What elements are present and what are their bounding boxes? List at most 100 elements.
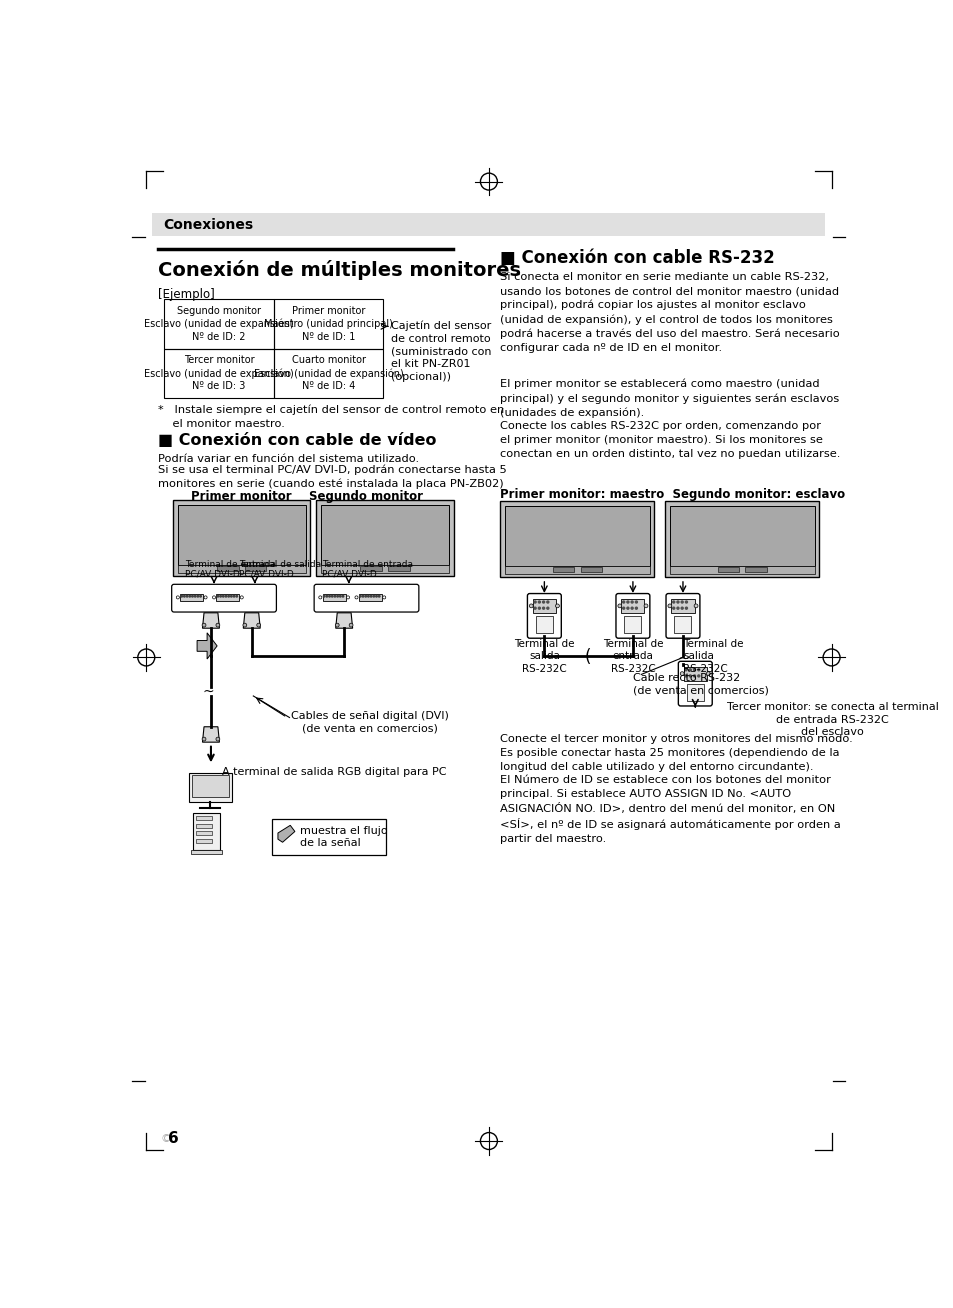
Circle shape — [679, 672, 683, 675]
Circle shape — [342, 595, 343, 596]
FancyBboxPatch shape — [314, 585, 418, 612]
Circle shape — [684, 668, 686, 671]
Circle shape — [534, 607, 536, 610]
Circle shape — [555, 604, 558, 608]
Circle shape — [689, 675, 691, 678]
Circle shape — [235, 595, 237, 596]
Text: Primer monitor: Primer monitor — [191, 489, 291, 502]
Circle shape — [186, 595, 188, 596]
Circle shape — [693, 675, 695, 678]
Bar — [717, 566, 739, 572]
Text: Conecte el tercer monitor y otros monitores del mismo modo.
Es posible conectar : Conecte el tercer monitor y otros monito… — [500, 735, 852, 844]
Circle shape — [362, 595, 363, 596]
Circle shape — [546, 607, 548, 610]
Text: Tercer monitor
Esclavo (unidad de expansión)
Nº de ID: 3: Tercer monitor Esclavo (unidad de expans… — [144, 356, 294, 391]
Polygon shape — [277, 825, 294, 842]
Bar — [274, 349, 383, 398]
Bar — [195, 816, 213, 820]
Polygon shape — [197, 633, 217, 659]
Bar — [624, 616, 640, 633]
Bar — [193, 814, 220, 850]
Bar — [620, 599, 644, 613]
Bar — [664, 501, 819, 577]
Bar — [195, 824, 213, 828]
Bar — [177, 505, 305, 565]
Text: [Ejemplo]: [Ejemplo] — [157, 288, 214, 301]
Bar — [536, 616, 552, 633]
Circle shape — [622, 607, 624, 610]
Circle shape — [672, 600, 674, 603]
Circle shape — [228, 595, 229, 596]
Bar — [217, 566, 238, 572]
Polygon shape — [335, 613, 353, 628]
Text: (: ( — [584, 649, 591, 667]
Bar — [152, 213, 824, 237]
Circle shape — [349, 623, 353, 627]
FancyBboxPatch shape — [527, 594, 560, 638]
Bar — [245, 566, 266, 572]
Text: muestra el flujo
de la señal: muestra el flujo de la señal — [299, 825, 387, 848]
Circle shape — [689, 668, 691, 671]
Circle shape — [323, 595, 325, 596]
Circle shape — [537, 600, 539, 603]
Circle shape — [542, 600, 544, 603]
Circle shape — [677, 600, 679, 603]
Circle shape — [635, 607, 637, 610]
Text: ~: ~ — [677, 651, 688, 666]
Circle shape — [626, 607, 628, 610]
Circle shape — [183, 595, 185, 596]
Circle shape — [231, 595, 232, 596]
Bar — [190, 773, 232, 802]
Text: El primer monitor se establecerá como maestro (unidad
principal) y el segundo mo: El primer monitor se establecerá como ma… — [500, 379, 840, 459]
Circle shape — [359, 595, 361, 596]
Text: A terminal de salida RGB digital para PC: A terminal de salida RGB digital para PC — [221, 766, 446, 777]
Text: ~: ~ — [202, 685, 213, 698]
Circle shape — [529, 604, 533, 608]
Circle shape — [635, 600, 637, 603]
Bar — [504, 566, 649, 573]
Bar — [316, 501, 453, 576]
Polygon shape — [202, 613, 219, 628]
Text: Terminal de salida
PC/AV DVI-D: Terminal de salida PC/AV DVI-D — [238, 560, 320, 579]
Bar — [322, 594, 345, 602]
Bar — [500, 501, 654, 577]
Bar — [173, 501, 310, 576]
Circle shape — [626, 600, 628, 603]
Circle shape — [622, 600, 624, 603]
Circle shape — [367, 595, 369, 596]
Circle shape — [382, 596, 385, 599]
Polygon shape — [202, 727, 219, 742]
Circle shape — [336, 595, 338, 596]
Bar — [504, 506, 649, 566]
Text: Podría variar en función del sistema utilizado.: Podría variar en función del sistema uti… — [157, 454, 418, 464]
Circle shape — [202, 738, 206, 742]
Circle shape — [697, 668, 699, 671]
Circle shape — [680, 600, 682, 603]
Bar — [683, 667, 706, 680]
Circle shape — [181, 595, 182, 596]
Text: *   Instale siempre el cajetín del sensor de control remoto en
    el monitor ma: * Instale siempre el cajetín del sensor … — [157, 405, 503, 429]
Text: Terminal de
entrada
RS-232C: Terminal de entrada RS-232C — [602, 640, 662, 674]
Circle shape — [219, 595, 221, 596]
Circle shape — [546, 600, 548, 603]
Bar — [674, 616, 691, 633]
Bar — [164, 300, 274, 349]
Bar — [164, 349, 274, 398]
Circle shape — [375, 595, 376, 596]
Circle shape — [213, 596, 215, 599]
Text: ■ Conexión con cable de vídeo: ■ Conexión con cable de vídeo — [157, 433, 436, 447]
Text: Cable recto RS-232
(de venta en comercios): Cable recto RS-232 (de venta en comercio… — [632, 672, 768, 696]
Circle shape — [706, 672, 710, 675]
Circle shape — [176, 596, 179, 599]
Bar — [195, 832, 213, 836]
Bar — [321, 565, 449, 573]
Bar — [177, 565, 305, 573]
Text: 6: 6 — [168, 1131, 178, 1146]
Circle shape — [365, 595, 366, 596]
Circle shape — [222, 595, 224, 596]
Text: ©: © — [160, 1134, 171, 1143]
Circle shape — [667, 604, 671, 608]
Circle shape — [631, 600, 633, 603]
FancyBboxPatch shape — [665, 594, 700, 638]
Bar — [274, 300, 383, 349]
